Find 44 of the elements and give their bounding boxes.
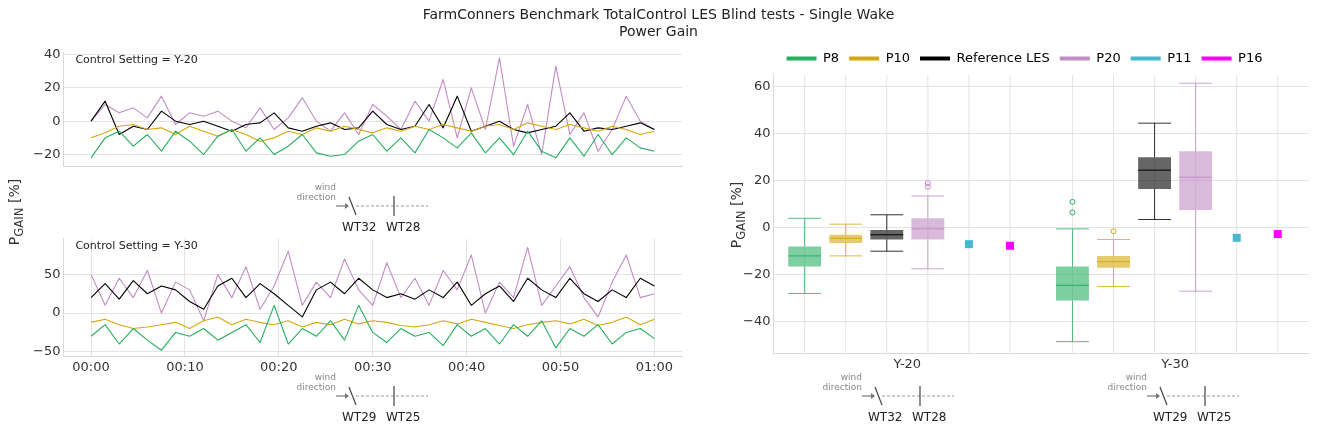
chart-title: FarmConners Benchmark TotalControl LES Blind tests - Single Wake: [421, 6, 896, 23]
legend-label: P11: [1167, 49, 1192, 65]
legend-label: P16: [1238, 49, 1263, 65]
y-tick-label: 0: [52, 112, 61, 128]
text: WT32: [868, 410, 903, 424]
text: WT25: [386, 410, 421, 424]
y-tick-label: 20: [753, 172, 771, 188]
text: wind direction: [1106, 372, 1147, 392]
x-tick-label: 01:00: [635, 358, 674, 374]
x-tick-label: 00:50: [541, 358, 580, 374]
text: WT28: [912, 410, 947, 424]
x-tick-label: 00:20: [260, 358, 298, 374]
text: wind direction: [821, 372, 862, 392]
y-tick-label: 40: [43, 45, 61, 61]
legend-label: Reference LES: [956, 49, 1050, 65]
legend-label: P10: [885, 49, 911, 65]
y-tick-label: −20: [33, 145, 61, 161]
y-tick-label: 0: [762, 219, 771, 235]
x-tick-label: 00:30: [353, 358, 392, 374]
text: WT28: [386, 220, 421, 234]
annotation: Control Setting = Y-20: [75, 53, 198, 67]
annotation: Control Setting = Y-30: [75, 239, 198, 253]
y-tick-label: 40: [753, 125, 771, 141]
legend-label: P8: [823, 49, 840, 65]
x-tick-label: 00:00: [72, 358, 110, 374]
x-tick-label: 00:10: [166, 358, 204, 374]
x-tick-label: Y-30: [1160, 355, 1189, 371]
text: wind direction: [295, 182, 336, 202]
text: WT29: [1153, 410, 1188, 424]
y-tick-label: −50: [33, 343, 61, 359]
x-tick-label: Y-20: [892, 355, 922, 371]
text: WT32: [342, 220, 377, 234]
y-tick-label: 0: [52, 304, 61, 320]
text: WT25: [1197, 410, 1232, 424]
y-tick-label: 60: [753, 78, 771, 94]
text: WT29: [342, 410, 377, 424]
y-tick-label: −20: [743, 266, 771, 282]
x-tick-label: 00:40: [447, 358, 486, 374]
text: wind direction: [295, 372, 336, 392]
y-tick-label: 20: [43, 79, 61, 95]
y-tick-label: −40: [743, 313, 771, 329]
legend-label: P20: [1096, 49, 1121, 65]
chart-subtitle: Power Gain: [618, 23, 699, 40]
y-tick-label: 50: [43, 265, 61, 281]
